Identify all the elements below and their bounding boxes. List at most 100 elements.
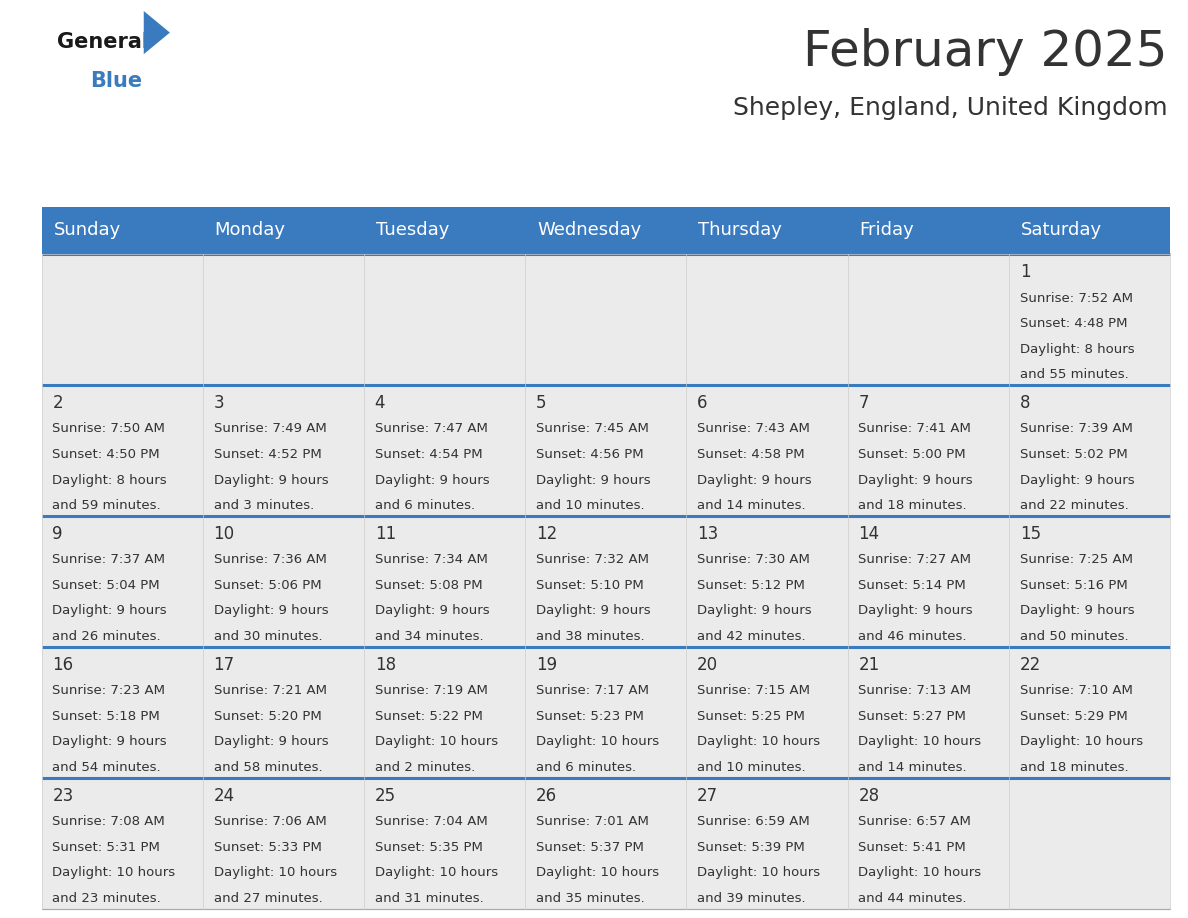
Text: 13: 13 — [697, 525, 719, 543]
Text: Sunrise: 7:34 AM: Sunrise: 7:34 AM — [374, 554, 487, 566]
Bar — [687, 386, 848, 516]
Text: 12: 12 — [536, 525, 557, 543]
Text: February 2025: February 2025 — [803, 28, 1168, 75]
Text: 15: 15 — [1019, 525, 1041, 543]
Text: Daylight: 10 hours: Daylight: 10 hours — [214, 867, 336, 879]
Text: and 31 minutes.: and 31 minutes. — [374, 891, 484, 905]
Text: and 58 minutes.: and 58 minutes. — [214, 761, 322, 774]
Text: Sunrise: 7:04 AM: Sunrise: 7:04 AM — [374, 815, 487, 828]
Text: 26: 26 — [536, 787, 557, 805]
Text: Daylight: 9 hours: Daylight: 9 hours — [214, 474, 328, 487]
Text: Blue: Blue — [90, 71, 143, 91]
Text: Sunset: 5:29 PM: Sunset: 5:29 PM — [1019, 710, 1127, 722]
Text: and 39 minutes.: and 39 minutes. — [697, 891, 805, 905]
Bar — [203, 254, 364, 386]
Bar — [1009, 778, 1170, 909]
Bar — [364, 647, 525, 778]
Bar — [1009, 386, 1170, 516]
Text: 3: 3 — [214, 395, 225, 412]
Text: Sunset: 5:06 PM: Sunset: 5:06 PM — [214, 579, 321, 592]
Text: Monday: Monday — [215, 221, 285, 240]
Text: and 18 minutes.: and 18 minutes. — [1019, 761, 1129, 774]
Text: Daylight: 10 hours: Daylight: 10 hours — [536, 867, 659, 879]
Text: and 54 minutes.: and 54 minutes. — [52, 761, 160, 774]
Text: and 55 minutes.: and 55 minutes. — [1019, 368, 1129, 381]
Text: Daylight: 10 hours: Daylight: 10 hours — [859, 867, 981, 879]
Bar — [1009, 207, 1170, 254]
Text: Sunset: 5:25 PM: Sunset: 5:25 PM — [697, 710, 805, 722]
Text: and 42 minutes.: and 42 minutes. — [697, 630, 805, 643]
Text: 9: 9 — [52, 525, 63, 543]
Text: Sunrise: 7:52 AM: Sunrise: 7:52 AM — [1019, 292, 1132, 305]
Text: Sunrise: 7:01 AM: Sunrise: 7:01 AM — [536, 815, 649, 828]
Bar — [848, 207, 1009, 254]
Bar — [42, 647, 203, 778]
Bar — [848, 778, 1009, 909]
Text: Sunrise: 7:25 AM: Sunrise: 7:25 AM — [1019, 554, 1132, 566]
Text: Sunset: 5:00 PM: Sunset: 5:00 PM — [859, 448, 966, 461]
Text: Daylight: 9 hours: Daylight: 9 hours — [1019, 474, 1135, 487]
Text: 8: 8 — [1019, 395, 1030, 412]
Bar — [364, 207, 525, 254]
Text: and 34 minutes.: and 34 minutes. — [374, 630, 484, 643]
Text: and 10 minutes.: and 10 minutes. — [536, 499, 645, 512]
Text: and 59 minutes.: and 59 minutes. — [52, 499, 160, 512]
Bar — [848, 516, 1009, 647]
Text: Wednesday: Wednesday — [537, 221, 642, 240]
Bar — [364, 386, 525, 516]
Text: Sunset: 5:41 PM: Sunset: 5:41 PM — [859, 841, 966, 854]
Text: Saturday: Saturday — [1020, 221, 1102, 240]
Bar — [1009, 516, 1170, 647]
Bar — [42, 386, 203, 516]
Text: and 26 minutes.: and 26 minutes. — [52, 630, 160, 643]
Text: and 14 minutes.: and 14 minutes. — [859, 761, 967, 774]
Text: 5: 5 — [536, 395, 546, 412]
Text: and 6 minutes.: and 6 minutes. — [374, 499, 475, 512]
Text: Sunset: 5:04 PM: Sunset: 5:04 PM — [52, 579, 160, 592]
Text: and 2 minutes.: and 2 minutes. — [374, 761, 475, 774]
Bar — [525, 254, 687, 386]
Text: Sunrise: 7:10 AM: Sunrise: 7:10 AM — [1019, 684, 1132, 698]
Text: and 35 minutes.: and 35 minutes. — [536, 891, 645, 905]
Text: Daylight: 10 hours: Daylight: 10 hours — [536, 735, 659, 748]
Text: General: General — [57, 32, 148, 52]
Text: Sunset: 5:12 PM: Sunset: 5:12 PM — [697, 579, 805, 592]
Text: and 18 minutes.: and 18 minutes. — [859, 499, 967, 512]
Text: and 27 minutes.: and 27 minutes. — [214, 891, 322, 905]
Bar — [203, 516, 364, 647]
Text: Daylight: 9 hours: Daylight: 9 hours — [859, 604, 973, 618]
Bar — [687, 778, 848, 909]
Text: Tuesday: Tuesday — [375, 221, 449, 240]
Text: Daylight: 10 hours: Daylight: 10 hours — [1019, 735, 1143, 748]
Text: Sunrise: 7:30 AM: Sunrise: 7:30 AM — [697, 554, 810, 566]
Text: Sunrise: 7:49 AM: Sunrise: 7:49 AM — [214, 422, 327, 435]
Text: 2: 2 — [52, 395, 63, 412]
Bar — [687, 207, 848, 254]
Text: Daylight: 9 hours: Daylight: 9 hours — [536, 474, 651, 487]
Text: Sunset: 5:02 PM: Sunset: 5:02 PM — [1019, 448, 1127, 461]
Text: Sunset: 4:48 PM: Sunset: 4:48 PM — [1019, 317, 1127, 330]
Text: 24: 24 — [214, 787, 234, 805]
Text: Sunset: 4:58 PM: Sunset: 4:58 PM — [697, 448, 804, 461]
Text: Daylight: 9 hours: Daylight: 9 hours — [52, 604, 166, 618]
Bar — [203, 778, 364, 909]
Text: 7: 7 — [859, 395, 868, 412]
Text: Daylight: 10 hours: Daylight: 10 hours — [697, 867, 820, 879]
Text: Daylight: 8 hours: Daylight: 8 hours — [1019, 342, 1135, 355]
Text: Daylight: 10 hours: Daylight: 10 hours — [697, 735, 820, 748]
Text: Sunrise: 7:23 AM: Sunrise: 7:23 AM — [52, 684, 165, 698]
Text: Sunset: 5:27 PM: Sunset: 5:27 PM — [859, 710, 966, 722]
Text: and 38 minutes.: and 38 minutes. — [536, 630, 645, 643]
Text: and 14 minutes.: and 14 minutes. — [697, 499, 805, 512]
Bar — [848, 386, 1009, 516]
Text: Daylight: 9 hours: Daylight: 9 hours — [52, 735, 166, 748]
Text: and 23 minutes.: and 23 minutes. — [52, 891, 162, 905]
Text: 17: 17 — [214, 656, 234, 674]
Text: Sunrise: 7:27 AM: Sunrise: 7:27 AM — [859, 554, 972, 566]
Text: Sunset: 5:33 PM: Sunset: 5:33 PM — [214, 841, 322, 854]
Text: Sunrise: 7:47 AM: Sunrise: 7:47 AM — [374, 422, 487, 435]
Text: Sunset: 5:16 PM: Sunset: 5:16 PM — [1019, 579, 1127, 592]
Text: 20: 20 — [697, 656, 719, 674]
Text: Sunrise: 7:37 AM: Sunrise: 7:37 AM — [52, 554, 165, 566]
Text: Sunset: 5:23 PM: Sunset: 5:23 PM — [536, 710, 644, 722]
